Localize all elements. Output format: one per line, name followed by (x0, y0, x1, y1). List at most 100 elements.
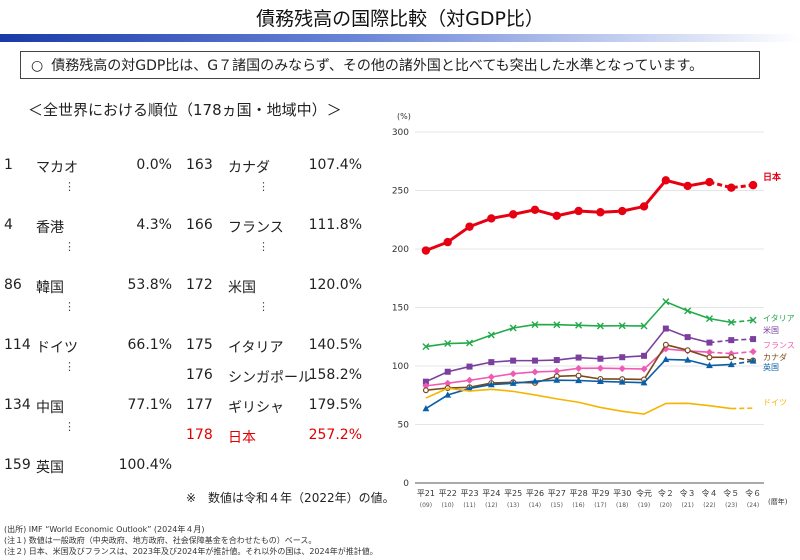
x-tick-label: 平29 (591, 489, 609, 498)
banner-text: 債務残高の対GDP比は、G７諸国のみならず、その他の諸外国と比べても突出した水準… (51, 58, 704, 74)
ranking-value: 0.0% (136, 157, 172, 173)
x-axis-unit-label: (暦年) (768, 497, 788, 506)
y-tick-label: 150 (392, 304, 409, 314)
series-line-estimate (709, 338, 754, 344)
ellipsis: ⋮ (64, 360, 75, 373)
data-point (575, 376, 582, 384)
data-point (727, 183, 736, 192)
rank-number: 163 (186, 157, 213, 173)
footnote-2: (注２) 日本、米国及びフランスは、2023年及び2024年が推計値。それ以外の… (4, 547, 378, 556)
ranking-value: 158.2% (308, 367, 362, 383)
banner-bullet: ○ (31, 58, 44, 74)
ranking-country: ドイツ (36, 340, 78, 356)
ranking-country: シンガポール (228, 370, 312, 386)
data-point (705, 348, 713, 356)
ranking-heading: ＜全世界における順位（178ヵ国・地域中）＞ (28, 101, 342, 119)
data-point (705, 315, 713, 323)
y-tick-label: 200 (392, 245, 409, 255)
data-point (728, 354, 735, 361)
data-point (661, 176, 671, 185)
data-point (662, 355, 670, 363)
data-point (487, 214, 496, 223)
x-tick-sublabel: (18) (616, 502, 628, 509)
ellipsis: ⋮ (258, 240, 269, 253)
x-tick-sublabel: (14) (529, 502, 541, 509)
data-point (530, 205, 540, 215)
x-tick-sublabel: (24) (747, 502, 759, 509)
data-point (444, 379, 452, 387)
debt-line-chart: (%) 0 50 100 150 200 250 300 平21 (09) 平22 (10) 平23 (1… (392, 112, 795, 509)
data-point (618, 378, 626, 385)
ranking-note: ※ 数値は令和４年（2022年）の値。 (186, 491, 395, 505)
ellipsis: ⋮ (64, 420, 75, 433)
data-point (597, 377, 604, 385)
data-point (422, 382, 430, 390)
ellipsis: ⋮ (258, 180, 269, 193)
ranking-country: ギリシャ (228, 400, 284, 416)
data-point (706, 354, 713, 361)
x-tick-label: 平28 (570, 489, 588, 498)
x-tick-sublabel: (10) (442, 502, 454, 509)
y-tick-label: 250 (392, 187, 409, 197)
rank-number: 86 (4, 277, 22, 293)
x-tick-label: 平23 (460, 489, 478, 498)
data-point (531, 357, 538, 364)
ranking-value: 111.8% (308, 217, 362, 233)
series-line-estimate (731, 360, 754, 366)
ellipsis: ⋮ (64, 180, 75, 193)
series-line-estimate (731, 356, 754, 362)
series-line (425, 387, 732, 415)
ranking-country: 米国 (228, 280, 256, 296)
data-point (684, 307, 692, 315)
ranking-country: 中国 (36, 400, 64, 416)
series-line-estimate (709, 350, 754, 355)
data-point (728, 337, 735, 344)
data-point (531, 377, 539, 384)
series-label: 米国 (763, 325, 779, 335)
ranking-country: 韓国 (36, 280, 64, 296)
data-point (443, 237, 452, 247)
ranking-value: 53.8% (127, 277, 172, 293)
series-label: 英国 (763, 362, 779, 372)
data-point (466, 376, 474, 384)
rank-number: 177 (186, 397, 213, 413)
data-point (422, 404, 430, 412)
title-rule (0, 34, 800, 42)
x-tick-label: 令４ (701, 488, 717, 498)
data-point (749, 348, 757, 356)
data-point (509, 370, 517, 378)
x-tick-label: 平22 (439, 489, 457, 498)
data-point (553, 321, 561, 329)
data-point (750, 336, 757, 343)
data-point (596, 208, 605, 217)
data-point (575, 354, 582, 361)
rank-number: 159 (4, 457, 31, 473)
data-point (553, 367, 561, 375)
data-point (640, 365, 648, 373)
summary-banner: ○ 債務残高の対GDP比は、G７諸国のみならず、その他の諸外国と比べても突出した水… (20, 51, 760, 79)
data-point (488, 359, 495, 366)
rank-number-japan: 178 (186, 427, 213, 443)
series-label: 日本 (763, 171, 782, 183)
data-point (727, 360, 735, 368)
page-title: 債務残高の国際比較（対GDP比） (256, 8, 544, 30)
ranking-country: マカオ (36, 160, 78, 176)
x-tick-sublabel: (17) (594, 502, 606, 509)
x-tick-sublabel: (16) (572, 502, 584, 509)
rank-number: 172 (186, 277, 213, 293)
series-label: ドイツ (763, 398, 787, 407)
data-point (662, 341, 669, 348)
data-point (552, 211, 561, 220)
data-point (684, 347, 691, 354)
data-point (553, 357, 560, 364)
data-point (662, 298, 670, 306)
ranking-value: 66.1% (127, 337, 172, 353)
ranking-value: 77.1% (127, 397, 172, 413)
ellipsis: ⋮ (64, 300, 75, 313)
x-tick-sublabel: (11) (463, 502, 475, 509)
rank-number: 166 (186, 217, 213, 233)
series-line (425, 348, 710, 387)
x-tick-sublabel: (15) (551, 502, 563, 509)
data-point (466, 384, 473, 392)
data-point (510, 357, 517, 364)
